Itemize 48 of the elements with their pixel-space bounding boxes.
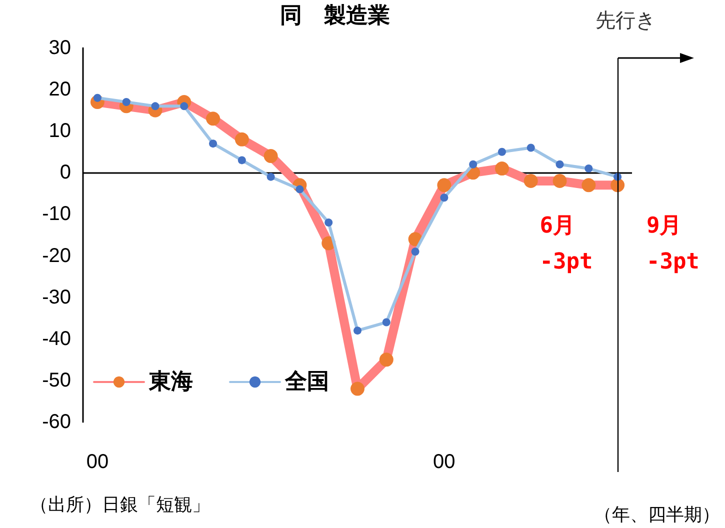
point	[234, 132, 249, 146]
text: （出所）日銀「短観」	[30, 494, 210, 516]
point	[296, 185, 304, 194]
point	[584, 164, 593, 173]
point	[437, 178, 452, 192]
point	[494, 162, 509, 176]
point	[379, 352, 394, 367]
y-tick-label: -60	[42, 411, 71, 433]
x-tick-label: 00	[86, 451, 109, 473]
point	[469, 160, 478, 168]
point	[180, 102, 188, 110]
y-tick-label: -20	[42, 244, 71, 267]
point	[556, 160, 564, 168]
text: 9月 -3pt	[646, 214, 700, 274]
point	[266, 172, 275, 181]
point	[552, 174, 567, 188]
point	[122, 98, 130, 106]
point	[498, 148, 506, 156]
point	[238, 156, 246, 164]
y-tick-label: 30	[48, 37, 71, 59]
legend-label: 全国	[284, 370, 329, 394]
point	[582, 178, 596, 192]
legend-label: 東海	[148, 370, 193, 394]
y-tick-label: -10	[42, 203, 71, 226]
point	[411, 248, 420, 256]
y-tick-label: 20	[48, 78, 71, 101]
annotation: 6月 -3pt	[540, 214, 593, 274]
y-tick-label: -40	[42, 328, 71, 350]
x-tick-label: 00	[433, 451, 456, 473]
x-axis-title: （年、四半期）	[594, 504, 720, 526]
point	[440, 194, 448, 202]
point	[526, 144, 535, 152]
point	[209, 140, 218, 148]
point	[324, 218, 333, 227]
y-tick-label: -30	[42, 286, 71, 308]
point	[350, 382, 364, 396]
point	[524, 174, 538, 188]
point	[382, 318, 390, 326]
point	[93, 94, 102, 102]
y-tick-label: 10	[48, 120, 71, 142]
text: 先行き	[596, 8, 656, 32]
point	[354, 326, 362, 335]
y-tick-label: -50	[42, 369, 71, 392]
y-tick-label: 0	[60, 162, 71, 184]
chart-title: 同 製造業	[280, 4, 390, 28]
point	[151, 102, 160, 110]
point	[206, 112, 220, 126]
point	[264, 149, 278, 164]
